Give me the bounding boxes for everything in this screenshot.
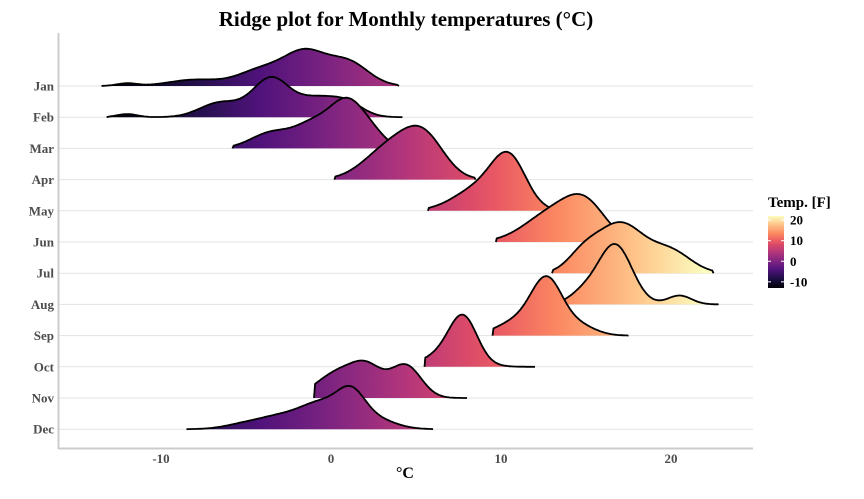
y-tick-sep: Sep bbox=[34, 328, 54, 343]
y-tick-jan: Jan bbox=[34, 79, 55, 94]
chart-title: Ridge plot for Monthly temperatures (°C) bbox=[219, 7, 593, 31]
ridge-outline-sep bbox=[491, 275, 629, 337]
ridge-sep bbox=[492, 276, 629, 336]
legend-tick-label: 10 bbox=[790, 233, 803, 248]
ridge-may bbox=[427, 151, 569, 211]
y-tick-apr: Apr bbox=[32, 172, 55, 187]
legend-title: Temp. [F] bbox=[768, 195, 831, 211]
y-tick-oct: Oct bbox=[34, 359, 55, 374]
x-tick: 10 bbox=[495, 451, 508, 466]
ridge-outline-apr bbox=[333, 124, 477, 181]
ridge-outline-nov bbox=[313, 359, 467, 399]
ridge-outline-dec bbox=[186, 384, 434, 431]
y-tick-aug: Aug bbox=[31, 297, 55, 312]
x-tick: 20 bbox=[665, 451, 678, 466]
y-tick-feb: Feb bbox=[33, 110, 54, 125]
ridge-apr bbox=[334, 125, 476, 180]
x-tick: 0 bbox=[328, 451, 335, 466]
y-tick-jul: Jul bbox=[37, 266, 55, 281]
y-tick-mar: Mar bbox=[29, 141, 54, 156]
ridge-jun bbox=[495, 194, 612, 242]
ridge-outline-jul bbox=[551, 221, 715, 274]
y-tick-may: May bbox=[29, 203, 55, 218]
ridge-jul bbox=[552, 222, 714, 274]
ridge-outline-oct bbox=[423, 313, 536, 368]
ridge-oct bbox=[424, 314, 535, 367]
ridge-outline-aug bbox=[559, 243, 719, 306]
legend-tick-label: 20 bbox=[790, 213, 803, 228]
y-tick-nov: Nov bbox=[32, 391, 55, 406]
x-tick-labels: -10 0 10 20 bbox=[152, 451, 677, 466]
y-tick-labels: Jan Feb Mar Apr May Jun Jul Aug Sep Oct Nov Dec bbox=[29, 79, 55, 437]
ridge-dec bbox=[186, 385, 433, 430]
ridge-outline-mar bbox=[231, 96, 408, 150]
legend-ticks: 20 10 0 -10 bbox=[768, 213, 807, 289]
y-tick-dec: Dec bbox=[33, 422, 54, 437]
y-tick-jun: Jun bbox=[33, 235, 55, 250]
legend-colorbar bbox=[768, 216, 784, 288]
legend-tick-label: -10 bbox=[790, 274, 807, 289]
ridge-outline-may bbox=[427, 150, 570, 212]
legend-tick-label: 0 bbox=[790, 254, 797, 269]
ridge-outline-jun bbox=[495, 193, 613, 243]
x-tick: -10 bbox=[152, 451, 169, 466]
ridge-outline-jan bbox=[101, 47, 400, 87]
ridge-jan bbox=[101, 48, 399, 86]
ridges bbox=[101, 47, 719, 431]
ridge-mar bbox=[232, 97, 408, 149]
x-axis-label: °C bbox=[396, 465, 414, 482]
legend: Temp. [F] 20 10 0 -10 bbox=[768, 195, 831, 289]
